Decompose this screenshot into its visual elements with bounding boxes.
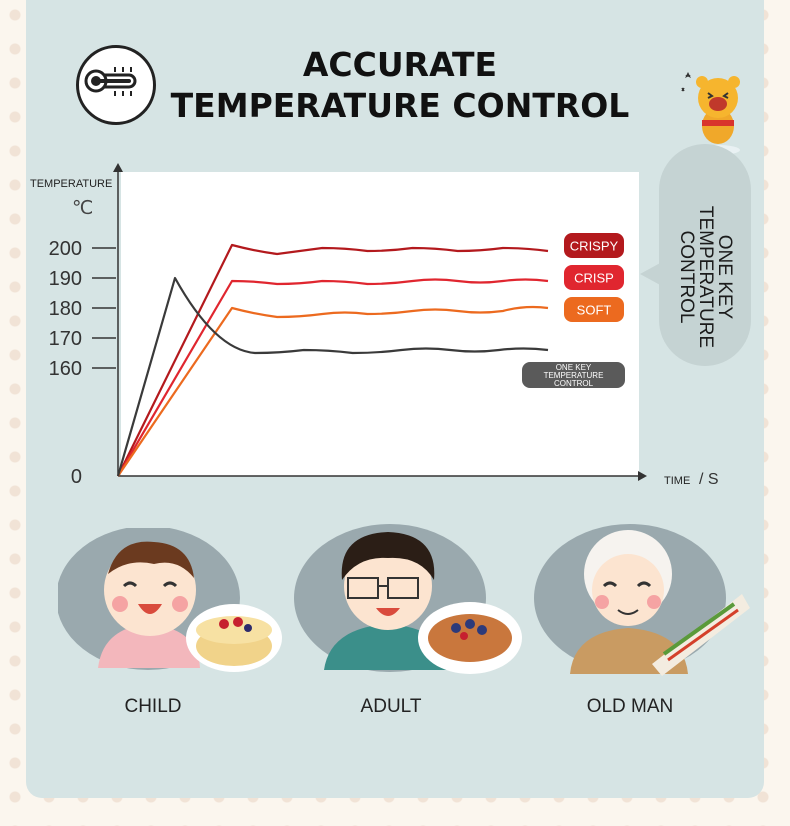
y-tick-label: 0 (71, 466, 82, 488)
legend-label-line: ONE KEY (556, 363, 592, 372)
child-illustration (58, 528, 282, 672)
thermometer-icon (76, 45, 156, 125)
title-line-2: TEMPERATURE CONTROL (170, 86, 630, 125)
legend-badge-one-key-temperature-control (522, 362, 625, 388)
series-line-soft (117, 305, 549, 477)
title-line-1: ACCURATE (302, 45, 498, 84)
old-man-illustration (534, 524, 750, 676)
x-axis-label: TIME (664, 475, 690, 487)
legend-label-line: CONTROL (554, 379, 594, 388)
plot-background (121, 172, 639, 476)
page-title: ACCURATE TEMPERATURE CONTROL (160, 44, 640, 126)
adult-label: ADULT (360, 696, 422, 717)
series-line-one-key-temperature-control (116, 276, 549, 477)
legend-badge-soft (564, 297, 624, 322)
series-line-crispy (117, 243, 549, 477)
legend-badge-crisp (564, 265, 624, 290)
legend-badge-crispy (564, 233, 624, 258)
legend-label: SOFT (577, 303, 612, 318)
y-tick-label: 190 (49, 268, 82, 290)
y-tick-label: 170 (49, 328, 82, 350)
child-label: CHILD (124, 696, 182, 717)
bubble-tail (640, 262, 662, 286)
series-line-crisp (117, 278, 549, 477)
y-tick-label: 180 (49, 298, 82, 320)
x-axis-unit: / S (699, 471, 719, 488)
adult-illustration (294, 524, 522, 674)
cheering-bear-icon (681, 72, 740, 155)
one-key-bubble (659, 144, 751, 366)
y-tick-label: 200 (49, 238, 82, 260)
old-man-label: OLD MAN (586, 696, 674, 717)
legend-label: CRISPY (570, 239, 619, 254)
legend-label-line: TEMPERATURE (544, 371, 604, 380)
x-axis-arrow (638, 471, 647, 481)
y-axis-arrow (113, 163, 123, 172)
y-axis-label: TEMPERATURE (30, 178, 112, 190)
y-tick-label: 160 (49, 358, 82, 380)
legend-label: CRISP (574, 271, 614, 286)
y-axis-unit: ℃ (72, 197, 93, 219)
